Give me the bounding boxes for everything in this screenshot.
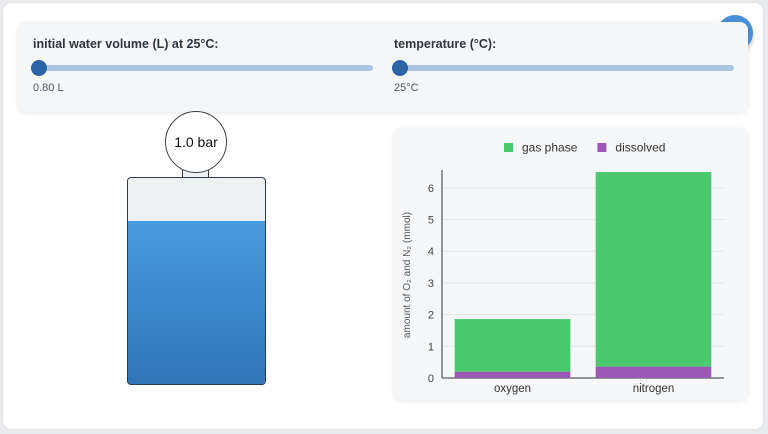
y-tick-label: 2 — [428, 310, 434, 322]
y-tick-label: 6 — [428, 183, 434, 195]
water-volume-slider-thumb[interactable] — [31, 60, 47, 76]
temperature-label: temperature (°C): — [394, 37, 497, 51]
y-axis-label: amount of O₂ and N₂ (mmol) — [402, 212, 413, 338]
legend-swatch — [597, 143, 607, 152]
water-volume-label: initial water volume (L) at 25°C: — [33, 37, 219, 51]
y-tick-label: 1 — [428, 341, 434, 353]
chart-card: 0 1 2 3 4 5 6 amount of O₂ and N₂ (mmol) oxygen n… — [394, 128, 748, 400]
bar-dissolved-oxygen — [454, 371, 571, 378]
x-tick-label: nitrogen — [633, 383, 675, 395]
y-tick-label: 5 — [428, 215, 434, 227]
bar-gas-phase-oxygen — [454, 319, 571, 372]
pressure-gauge: 1.0 bar — [165, 111, 227, 173]
legend-swatch — [504, 143, 513, 152]
water-volume-slider-track[interactable] — [33, 65, 373, 71]
legend-label: gas phase — [522, 141, 578, 155]
temperature-value: 25°C — [394, 82, 419, 94]
water-fill — [128, 221, 265, 384]
temperature-slider-track[interactable] — [394, 65, 734, 71]
y-tick-label: 3 — [428, 278, 434, 290]
bar-gas-phase-nitrogen — [595, 172, 712, 367]
amount-bar-chart: 0 1 2 3 4 5 6 amount of O₂ and N₂ (mmol) oxygen n… — [402, 141, 724, 395]
water-vessel — [127, 177, 266, 385]
temperature-slider-thumb[interactable] — [392, 60, 408, 76]
legend-item-gas-phase: gas phase — [504, 141, 578, 155]
bar-dissolved-nitrogen — [595, 366, 712, 378]
controls-panel: initial water volume (L) at 25°C: 0.80 L… — [18, 22, 748, 112]
legend-label: dissolved — [615, 141, 665, 155]
x-tick-label: oxygen — [494, 383, 531, 395]
y-tick-label: 0 — [428, 373, 434, 385]
water-volume-value: 0.80 L — [33, 82, 64, 94]
pressure-value: 1.0 bar — [174, 134, 218, 150]
y-tick-label: 4 — [428, 246, 434, 258]
legend-item-dissolved: dissolved — [597, 141, 665, 155]
